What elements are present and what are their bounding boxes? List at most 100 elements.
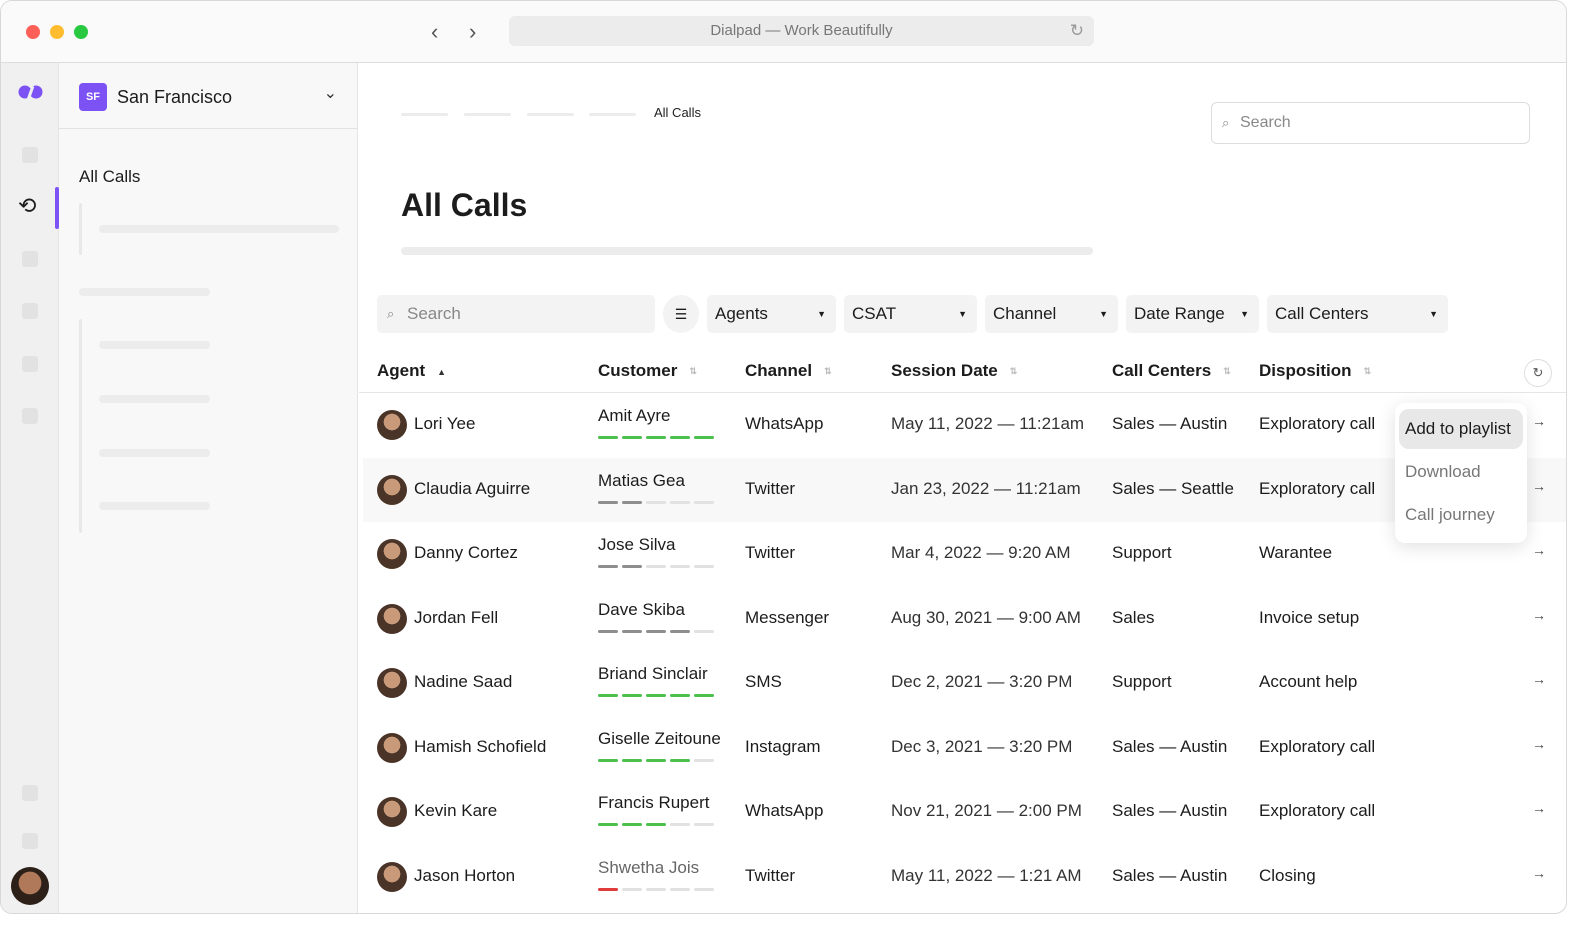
call-centers-filter[interactable]: Call Centers ▼ <box>1267 295 1448 333</box>
table-row[interactable]: Jordan Fell Dave Skiba Messenger Aug 30, 20… <box>363 587 1566 651</box>
column-label: Agent <box>377 361 426 380</box>
table-row[interactable]: Claudia Aguirre Matias Gea Twitter Jan 23, … <box>363 457 1566 522</box>
csat-segment <box>694 436 714 439</box>
agent-name: Jordan Fell <box>414 607 499 627</box>
disposition: Account help <box>1259 672 1358 691</box>
placeholder-item[interactable] <box>99 395 210 403</box>
session-date: May 11, 2022 — 11:21am <box>891 414 1085 433</box>
minimize-window-button[interactable] <box>50 25 64 39</box>
arrow-right-icon[interactable]: → <box>1532 671 1546 687</box>
table-row[interactable]: Nadine Saad Briand Sinclair SMS Dec 2, 2021… <box>363 651 1566 715</box>
breadcrumb-placeholder[interactable] <box>527 113 574 116</box>
csat-segment <box>646 823 666 826</box>
session-date: Dec 3, 2021 — 3:20 PM <box>891 736 1073 756</box>
close-window-button[interactable] <box>26 25 40 39</box>
arrow-right-icon[interactable]: → <box>1532 542 1546 558</box>
menu-item-download[interactable]: Download <box>1405 462 1481 481</box>
csat-filter[interactable]: CSAT ▼ <box>844 295 977 333</box>
history-icon[interactable]: ⟲ <box>18 193 37 218</box>
csat-segment <box>646 436 666 439</box>
filter-label: Call Centers <box>1275 304 1369 323</box>
maximize-window-button[interactable] <box>74 25 88 39</box>
nav-placeholder-icon[interactable] <box>22 833 38 849</box>
column-session-date[interactable]: Session Date ⇅ <box>891 361 1017 381</box>
reload-icon[interactable]: ↻ <box>1069 21 1084 40</box>
column-agent[interactable]: Agent ▲ <box>377 361 446 381</box>
table-row[interactable]: Kevin Kare Francis Rupert WhatsApp Nov 21, … <box>363 780 1566 844</box>
csat-segment <box>646 500 666 504</box>
global-search-input[interactable]: ⌕ Search <box>1211 102 1530 144</box>
agent-name: Hamish Schofield <box>414 736 547 756</box>
nav-placeholder-icon[interactable] <box>22 303 38 319</box>
agent-name: Kevin Kare <box>414 801 498 820</box>
column-disposition[interactable]: Disposition ⇅ <box>1259 361 1371 381</box>
breadcrumb-current: All Calls <box>654 105 701 120</box>
arrow-right-icon[interactable]: → <box>1532 477 1546 494</box>
arrow-right-icon[interactable]: → <box>1532 864 1546 881</box>
call-center: Support <box>1112 672 1172 691</box>
csat-segment <box>670 629 690 633</box>
placeholder-item[interactable] <box>99 449 210 457</box>
call-center: Sales — Austin <box>1112 801 1228 820</box>
disposition: Warantee <box>1259 543 1333 562</box>
caret-down-icon: ▼ <box>1240 309 1249 319</box>
channel: Twitter <box>745 478 796 498</box>
arrow-right-icon[interactable]: → <box>1532 735 1546 752</box>
back-icon[interactable]: ‹ <box>431 19 439 44</box>
csat-segment <box>622 565 642 568</box>
column-call-centers[interactable]: Call Centers ⇅ <box>1112 361 1231 381</box>
breadcrumb-placeholder[interactable] <box>589 113 636 116</box>
table-row[interactable]: Hamish Schofield Giselle Zeitoune Instagra… <box>363 716 1566 780</box>
table-header: Agent ▲ Customer ⇅ Channel ⇅ Session Date ⇅ … <box>359 353 1566 393</box>
refresh-icon: ↻ <box>1532 365 1544 380</box>
menu-item-add-to-playlist[interactable]: Add to playlist <box>1399 409 1523 449</box>
search-placeholder: Search <box>1240 114 1291 131</box>
csat-segment <box>622 887 642 891</box>
agents-filter[interactable]: Agents ▼ <box>707 295 836 333</box>
breadcrumb-placeholder[interactable] <box>401 113 448 116</box>
placeholder-item[interactable] <box>99 225 339 233</box>
csat-segment <box>646 629 666 633</box>
address-bar[interactable]: Dialpad — Work Beautifully ↻ <box>509 16 1094 46</box>
arrow-right-icon[interactable]: → <box>1532 800 1546 816</box>
sidebar-item-all-calls[interactable]: All Calls <box>79 167 141 186</box>
nav-placeholder-icon[interactable] <box>22 147 38 163</box>
table-row[interactable]: Jason Horton Shwetha Jois Twitter May 11, 2… <box>363 845 1566 909</box>
forward-icon[interactable]: › <box>469 19 477 44</box>
filter-settings-button[interactable]: ☰ <box>663 295 699 333</box>
table-search-input[interactable]: ⌕ Search <box>377 295 655 333</box>
csat-segment <box>694 887 714 891</box>
csat-segment <box>670 823 690 826</box>
nav-placeholder-icon[interactable] <box>22 251 38 267</box>
customer-name: Francis Rupert <box>598 793 710 812</box>
channel-filter[interactable]: Channel ▼ <box>985 295 1118 333</box>
date-range-filter[interactable]: Date Range ▼ <box>1126 295 1259 333</box>
table-row[interactable]: Lori Yee Amit Ayre WhatsApp May 11, 2022 — … <box>363 393 1566 457</box>
nav-placeholder-icon[interactable] <box>22 408 38 424</box>
agent-avatar <box>377 539 407 569</box>
menu-item-call-journey[interactable]: Call journey <box>1405 505 1495 524</box>
sort-icon: ⇅ <box>1363 366 1372 377</box>
refresh-button[interactable]: ↻ <box>1524 359 1552 387</box>
breadcrumb-placeholder[interactable] <box>464 113 511 116</box>
icon-rail: ⟲ <box>1 63 59 913</box>
user-avatar[interactable] <box>11 867 49 905</box>
disposition: Closing <box>1259 865 1316 885</box>
table-row[interactable]: Danny Cortez Jose Silva Twitter Mar 4, 2022… <box>363 522 1566 586</box>
main-content: All Calls ⌕ Search All Calls ⌕ Search ☰ Ag… <box>359 63 1566 913</box>
arrow-right-icon[interactable]: → <box>1532 606 1546 623</box>
column-channel[interactable]: Channel ⇅ <box>745 361 832 381</box>
placeholder-item[interactable] <box>79 288 210 296</box>
caret-down-icon: ▼ <box>817 309 826 319</box>
nav-placeholder-icon[interactable] <box>22 356 38 372</box>
csat-segment <box>598 436 618 439</box>
arrow-right-icon[interactable]: → <box>1532 413 1546 429</box>
placeholder-item[interactable] <box>99 341 210 349</box>
placeholder-item[interactable] <box>99 502 210 510</box>
column-customer[interactable]: Customer ⇅ <box>598 361 697 381</box>
session-date: Mar 4, 2022 — 9:20 AM <box>891 543 1071 562</box>
location-selector[interactable]: SF San Francisco ⌄ <box>59 63 357 129</box>
sliders-icon: ☰ <box>674 306 688 322</box>
nav-placeholder-icon[interactable] <box>22 785 38 801</box>
csat-segment <box>622 694 642 697</box>
